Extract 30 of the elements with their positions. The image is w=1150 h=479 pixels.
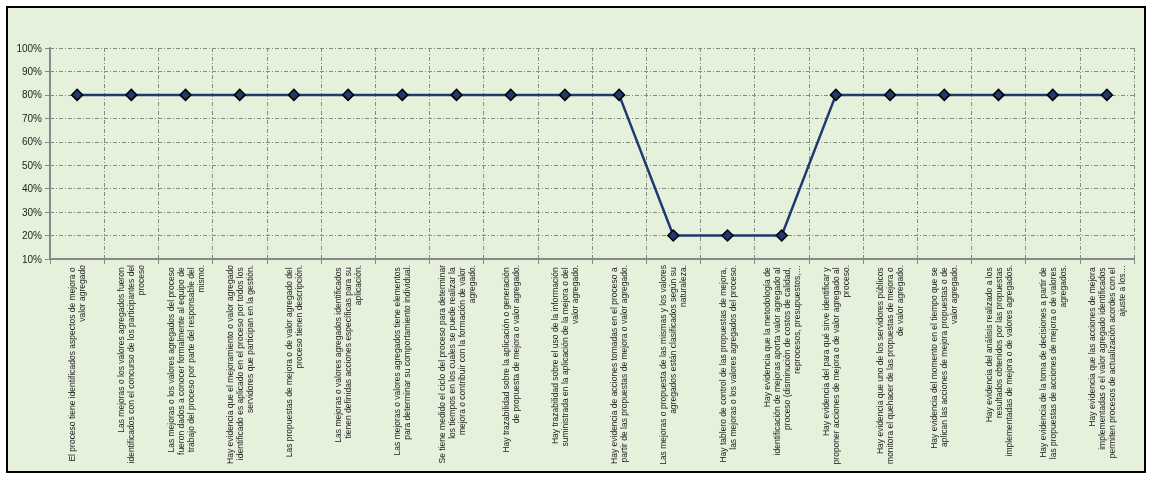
x-tick-label: Las propuestas de mejora o de valor agregado del proceso tienen descripción. [283, 265, 304, 458]
y-tick-label: 20% [21, 230, 43, 242]
x-tick-label: El proceso tiene identificados aspectos de mejora o valor agregado [67, 264, 88, 462]
x-tick-label: Hay evidencia del para qué sirve identificar y proponer acciones de mejora o de valor agregado al proceso. [820, 265, 851, 465]
y-tick-label: 70% [21, 112, 43, 124]
x-tick-label: Las mejoras o valores agregados identificados tienen definidas acciones específicas para su aplicación. [333, 265, 364, 443]
x-tick-label: Las mejoras o los valores agregados fueron identificados con el concurso de los participantes del proceso [116, 264, 147, 464]
x-tick-label: Hay evidencia que la metodología de identificación de mejoras aporta valor agregado al proceso (disminución de costos de calidad, reprocesos, presupuestos,… [761, 265, 802, 456]
x-tick-label: Las mejoras o propuesta de las mismas y los valores agregados están clasificados según su naturaleza. [658, 265, 689, 465]
y-tick-label: 50% [21, 159, 43, 171]
x-tick-label: Hay evidencia que el mejoramiento o valor agregado identificado es aplicado en el proceso por todos los servidores que participan en la gestión. [224, 264, 255, 464]
x-tick-label: Hay evidencia de la toma de decisiones a partir de las propuestas de acciones de mejora o de valores agregados. [1037, 265, 1068, 460]
y-tick-label: 30% [21, 206, 43, 218]
x-tick-label: Hay evidencia de acciones tomadas en el proceso a partir de las propuestas de mejora o valor agregado. [609, 265, 630, 464]
x-tick-label: Hay trazabilidad sobre el uso de la información suministrada en la aplicación de la mejora o del valor agregado. [549, 265, 580, 447]
x-tick-label: Hay evidencia que uno de los servidores públicos monitora el quehacer de las propuestas de mejora o de valor agregado. [875, 265, 906, 464]
x-tick-label: Se tiene medido el ciclo del proceso para determinar los tiempos en los cuales se puede realizar la mejora o contribuir con la formación de valor agregado. [436, 264, 477, 464]
x-tick-label: Hay evidencia del momento en el tiempo que se aplican las acciones de mejora propuestas o de valor agregado. [929, 265, 960, 449]
x-tick-label: Hay evidencia del análisis realizado a los resultados obtenidos por las propuestas implementadas de mejora o de valores agregados. [983, 265, 1014, 457]
y-tick-label: 40% [21, 183, 43, 195]
x-tick-label: Hay trazabilidad sobre la aplicación o generación de propuesta de mejora o valor agregado. [500, 265, 521, 453]
x-tick-label: Hay evidencia que las acciones de mejora implementadas o el valor agregado identificados permiten procesos de actualización acordes con el ajuste a los… [1086, 265, 1127, 459]
y-tick-label: 80% [21, 89, 43, 101]
y-tick-label: 100% [16, 42, 43, 54]
y-tick-label: 90% [21, 65, 43, 77]
x-tick-label: Hay tablero de control de las propuestas de mejora, las mejoras o los valores agregados del proceso. [717, 265, 738, 463]
y-tick-label: 60% [21, 136, 43, 148]
y-tick-label: 10% [21, 253, 43, 265]
x-tick-label: Las mejoras o valores agregados tiene elementos para determinar su comportamiento individual. [392, 265, 413, 456]
x-tick-label: Las mejoras o los valores agregados del proceso fueron dados a conocer formalmente al equipo de trabajo del proceso por parte del responsable del mismo. [165, 265, 206, 455]
